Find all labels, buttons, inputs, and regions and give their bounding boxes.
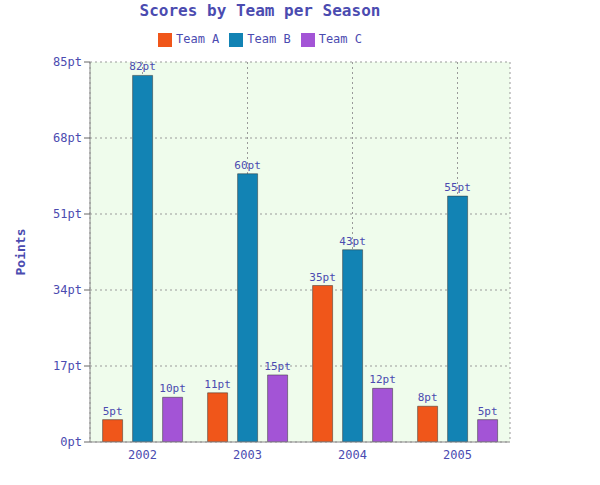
svg-text:35pt: 35pt (309, 271, 336, 284)
html-text:Team C: Team C (318, 32, 362, 46)
html-text:Team A: Team A (176, 32, 220, 46)
svg-text:2003: 2003 (233, 448, 262, 462)
html-text:Scores by Team per Season: Scores by Team per Season (139, 1, 381, 20)
svg-text:68pt: 68pt (53, 131, 82, 145)
svg-text:15pt: 15pt (264, 360, 291, 373)
svg-text:5pt: 5pt (478, 405, 498, 418)
svg-text:85pt: 85pt (53, 55, 82, 69)
svg-text:2005: 2005 (443, 448, 472, 462)
svg-text:2002: 2002 (128, 448, 157, 462)
svg-text:2004: 2004 (338, 448, 367, 462)
svg-text:10pt: 10pt (159, 382, 186, 395)
svg-text:60pt: 60pt (234, 159, 261, 172)
svg-text:82pt: 82pt (129, 60, 156, 73)
svg-text:0pt: 0pt (60, 435, 82, 449)
svg-text:43pt: 43pt (339, 235, 366, 248)
svg-text:11pt: 11pt (204, 378, 231, 391)
svg-text:12pt: 12pt (369, 373, 396, 386)
svg-text:34pt: 34pt (53, 283, 82, 297)
svg-text:8pt: 8pt (418, 391, 438, 404)
html-text:Team B: Team B (247, 32, 291, 46)
svg-text:51pt: 51pt (53, 207, 82, 221)
svg-text:55pt: 55pt (444, 181, 471, 194)
svg-text:Points: Points (13, 229, 28, 276)
svg-text:17pt: 17pt (53, 359, 82, 373)
svg-text:5pt: 5pt (103, 405, 123, 418)
